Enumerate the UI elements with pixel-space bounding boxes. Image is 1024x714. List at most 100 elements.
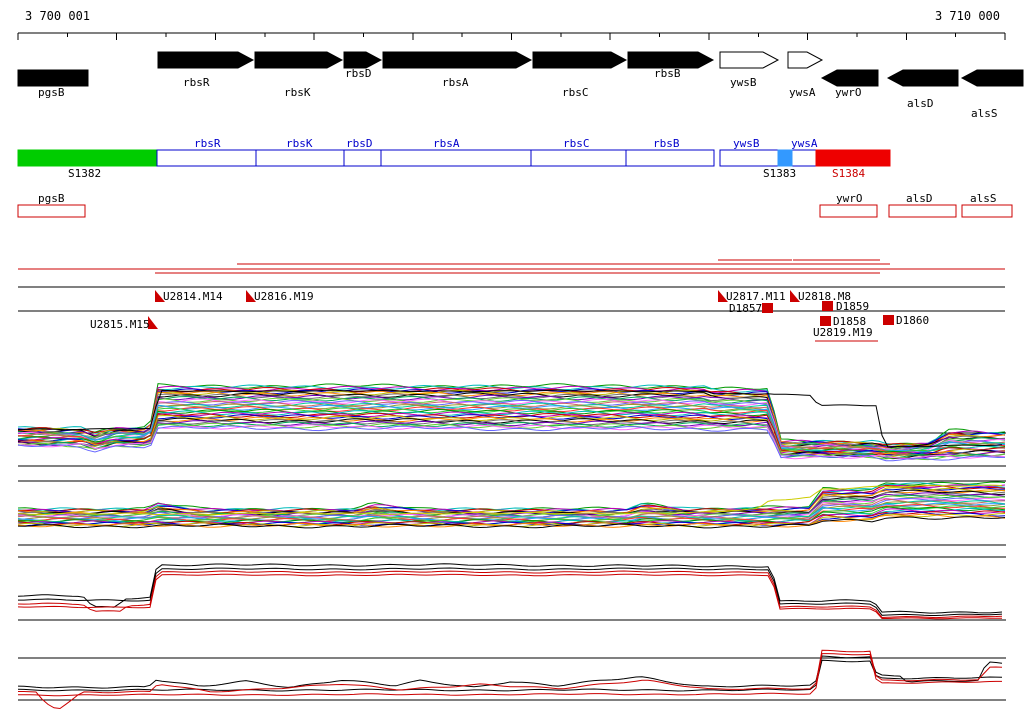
probe-flag-U2816.M19[interactable]: [246, 290, 256, 302]
expression-line: [17, 573, 1003, 620]
expression-line: [17, 424, 1006, 460]
expression-line: [17, 425, 1006, 462]
genebox-alsD[interactable]: [888, 204, 957, 218]
probe-label-D1857: D1857: [729, 302, 762, 315]
segment-label-rbsC: rbsC: [563, 137, 590, 150]
probe-label-U2814.M14: U2814.M14: [163, 290, 223, 303]
gene-label-rbsA: rbsA: [442, 76, 469, 89]
gene-label-ywrO: ywrO: [835, 86, 862, 99]
expression-line: [17, 497, 1006, 520]
segment-box-ywsB[interactable]: [719, 149, 779, 167]
segment-label-rbsD: rbsD: [346, 137, 373, 150]
expression-line: [17, 422, 1006, 461]
gene-arrow-ywrO[interactable]: [820, 69, 879, 87]
gene-arrow-alsD[interactable]: [886, 69, 959, 87]
expression-line: [17, 411, 1006, 456]
expression-line: [17, 655, 1003, 689]
genebox-alsS[interactable]: [961, 204, 1013, 218]
probe-label-U2817.M11: U2817.M11: [726, 290, 786, 303]
expression-line: [17, 389, 1003, 448]
gene-arrow-rbsC[interactable]: [532, 51, 628, 69]
expression-line: [17, 417, 1006, 460]
gene-label-rbsK: rbsK: [284, 86, 311, 99]
gene-label-alsS: alsS: [971, 107, 998, 120]
expression-line: [17, 492, 1006, 518]
gene-arrow-ywsB[interactable]: [719, 51, 780, 69]
probe-box-D1860[interactable]: [883, 315, 894, 325]
probe-flag-U2818.M8[interactable]: [790, 290, 800, 302]
expression-line: [17, 516, 1006, 529]
segment-box-rbsR[interactable]: [156, 149, 257, 167]
segment-label-rbsA: rbsA: [433, 137, 460, 150]
gene-arrow-pgsB[interactable]: [17, 69, 89, 87]
segment-box-rbsB[interactable]: [625, 149, 715, 167]
segment-box-rbsK[interactable]: [255, 149, 345, 167]
gene-arrow-alsS[interactable]: [960, 69, 1024, 87]
segment-label-rbsR: rbsR: [194, 137, 221, 150]
ruler-end-label: 3 710 000: [934, 9, 1000, 23]
gene-track: pgsB rbsR rbsK rbsD rbsA rbsC rbsB ywsB ywsA ywrO…: [17, 51, 1024, 120]
expression-line: [17, 500, 1006, 521]
expression-line: [17, 659, 1003, 692]
probe-track: U2814.M14 U2816.M19 U2817.M11 U2818.M8 U2815…: [18, 259, 1005, 342]
segment-box-S1383[interactable]: [777, 149, 793, 167]
probe-box-D1858[interactable]: [820, 316, 831, 326]
expression-line: [17, 653, 1002, 697]
gene-label-rbsD: rbsD: [345, 67, 372, 80]
expression-line: [17, 570, 1003, 619]
segment-box-rbsC[interactable]: [530, 149, 627, 167]
expression-line: [17, 386, 1006, 447]
genebox-track: pgsB ywrO alsD alsS: [17, 192, 1013, 218]
segment-label-rbsB: rbsB: [653, 137, 680, 150]
probe-flag-U2817.M11[interactable]: [718, 290, 728, 302]
segment-box-ywsA[interactable]: [791, 149, 817, 167]
genebox-pgsB[interactable]: [17, 204, 86, 218]
probe-flag-U2814.M14[interactable]: [155, 290, 165, 302]
gene-arrow-rbsK[interactable]: [254, 51, 344, 69]
gene-label-alsD: alsD: [907, 97, 934, 110]
segment-box-S1384[interactable]: [815, 149, 891, 167]
genebox-label-ywrO: ywrO: [836, 192, 863, 205]
probe-label-U2818.M8: U2818.M8: [798, 290, 851, 303]
gene-label-rbsB: rbsB: [654, 67, 681, 80]
genebox-ywrO[interactable]: [819, 204, 878, 218]
probe-label-D1859: D1859: [836, 300, 869, 313]
ruler-track: [17, 32, 1006, 40]
segment-box-S1382[interactable]: [17, 149, 157, 167]
gene-arrow-rbsB[interactable]: [627, 51, 715, 69]
segment-label-S1383: S1383: [763, 167, 796, 180]
expression-line: [17, 406, 1006, 455]
expression-line: [17, 484, 1003, 516]
expression-profile-panel-1: [17, 383, 1006, 467]
probe-label-D1858: D1858: [833, 315, 866, 328]
gene-arrow-rbsD[interactable]: [343, 51, 383, 69]
gene-arrow-rbsA[interactable]: [382, 51, 533, 69]
expression-profile-panel-3: [17, 556, 1006, 621]
probe-box-D1857[interactable]: [762, 303, 773, 313]
ruler-start-label: 3 700 001: [25, 9, 91, 23]
expression-line: [17, 563, 1003, 614]
probe-label-D1860: D1860: [896, 314, 929, 327]
probe-label-U2815.M15: U2815.M15: [90, 318, 150, 331]
segment-track: rbsR rbsK rbsD rbsA rbsC rbsB ywsB ywsA S1382 S13…: [17, 137, 891, 180]
expression-profile-panel-4: [17, 649, 1006, 710]
gene-label-pgsB: pgsB: [38, 86, 65, 99]
expression-line: [17, 400, 1006, 453]
genebox-label-pgsB: pgsB: [38, 192, 65, 205]
expression-profile-panel-2: [17, 480, 1006, 546]
probe-box-D1859[interactable]: [822, 301, 833, 311]
segment-label-S1382: S1382: [68, 167, 101, 180]
gene-arrow-rbsR[interactable]: [157, 51, 255, 69]
segment-box-rbsA[interactable]: [380, 149, 532, 167]
expression-line: [17, 482, 1006, 513]
probe-label-U2816.M19: U2816.M19: [254, 290, 314, 303]
probe-flag-U2815.M15[interactable]: [148, 316, 158, 329]
expression-line: [18, 567, 1003, 616]
expression-line: [18, 649, 1003, 710]
gene-label-rbsR: rbsR: [183, 76, 210, 89]
gene-arrow-ywsA[interactable]: [787, 51, 824, 69]
segment-box-rbsD[interactable]: [343, 149, 382, 167]
expression-line: [17, 393, 1006, 451]
probe-label-U2819.M19: U2819.M19: [813, 326, 873, 339]
